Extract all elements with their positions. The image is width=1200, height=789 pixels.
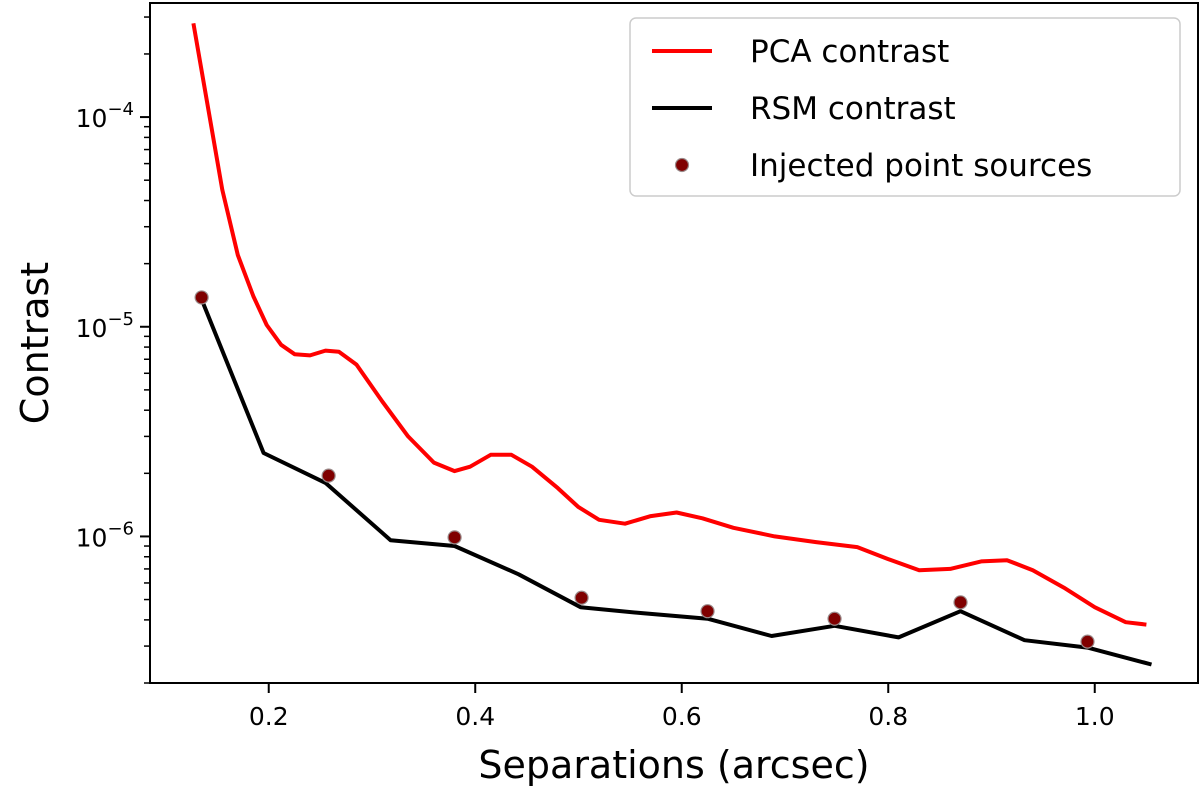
injected-point-sources-point — [447, 530, 462, 545]
x-tick-label: 0.2 — [249, 702, 289, 731]
injected-point-sources-point — [321, 468, 336, 483]
legend-label-rsm-contrast: RSM contrast — [750, 91, 956, 127]
y-axis: 10−6 10−5 10−4 — [76, 16, 150, 684]
pca-contrast-line — [191, 22, 1147, 627]
x-tick-label: 0.8 — [868, 702, 908, 731]
x-tick-label: 0.4 — [455, 702, 495, 731]
injected-point-sources-point — [700, 604, 715, 619]
injected-point-sources-point — [574, 590, 589, 605]
y-axis-label: Contrast — [13, 262, 57, 424]
x-tick-label: 1.0 — [1075, 702, 1115, 731]
rsm-contrast-line — [199, 298, 1153, 667]
y-tick-label: 10−6 — [76, 518, 134, 552]
x-axis-label: Separations (arcsec) — [478, 743, 869, 787]
legend-label-injected-point-sources: Injected point sources — [750, 148, 1092, 184]
legend: PCA contrast RSM contrast Injected point s… — [629, 17, 1181, 197]
legend-swatch-injected-point-sources — [674, 157, 690, 173]
y-tick-label: 10−4 — [76, 99, 134, 133]
series-layer — [191, 22, 1153, 667]
injected-point-sources-point — [194, 290, 209, 305]
injected-point-sources-point — [1080, 634, 1095, 649]
injected-point-sources-point — [953, 595, 968, 610]
y-tick-label: 10−5 — [76, 309, 134, 343]
legend-box — [629, 17, 1181, 197]
plot-frame — [149, 2, 1199, 684]
injected-point-sources-point — [827, 611, 842, 626]
x-tick-label: 0.6 — [662, 702, 702, 731]
legend-label-pca-contrast: PCA contrast — [750, 34, 949, 70]
x-axis: 0.2 0.4 0.6 0.8 1.0 — [249, 683, 1115, 731]
